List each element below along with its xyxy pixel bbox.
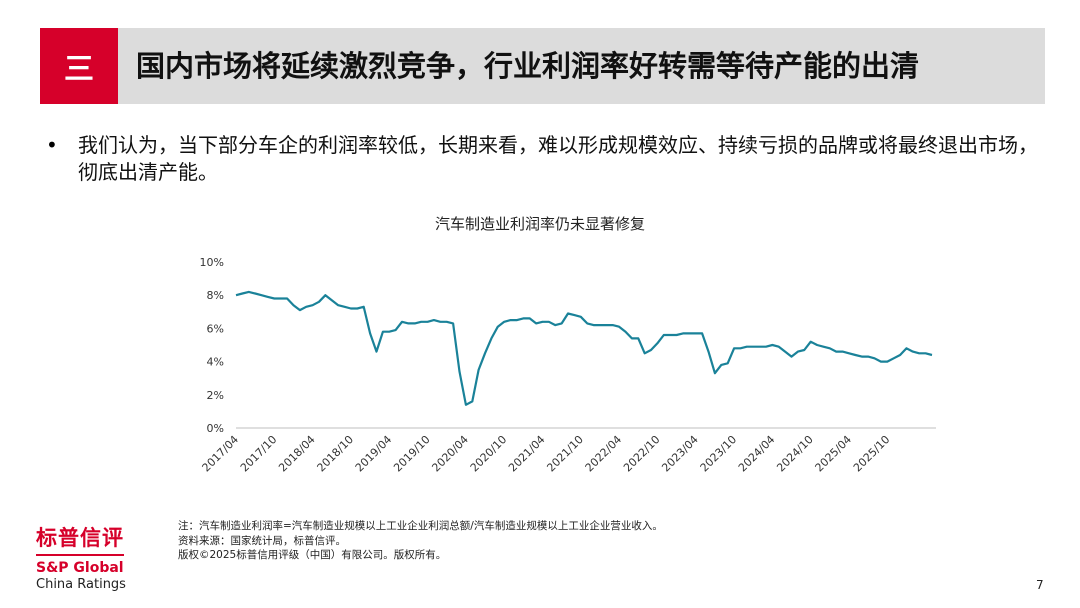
y-tick-label: 2% bbox=[207, 389, 224, 402]
x-tick-label: 2022/04 bbox=[583, 433, 625, 475]
y-tick-label: 0% bbox=[207, 422, 224, 435]
footnote-note: 注：汽车制造业利润率=汽车制造业规模以上工业企业利润总额/汽车制造业规模以上工业… bbox=[178, 520, 663, 532]
footnote-source: 资料来源：国家统计局，标普信评。 bbox=[178, 534, 346, 547]
x-tick-label: 2023/10 bbox=[698, 433, 740, 475]
x-tick-label: 2018/04 bbox=[276, 433, 318, 475]
x-tick-label: 2017/10 bbox=[238, 433, 280, 475]
x-tick-label: 2019/10 bbox=[391, 433, 433, 475]
x-tick-label: 2021/10 bbox=[544, 433, 586, 475]
company-logo: 标普信评 S&P Global China Ratings bbox=[36, 522, 126, 592]
bullet-text: 我们认为，当下部分车企的利润率较低，长期来看，难以形成规模效应、持续亏损的品牌或… bbox=[78, 133, 1038, 184]
x-tick-label: 2017/04 bbox=[200, 433, 242, 475]
x-tick-label: 2025/10 bbox=[851, 433, 893, 475]
x-tick-label: 2022/10 bbox=[621, 433, 663, 475]
x-tick-label: 2025/04 bbox=[813, 433, 855, 475]
footnote-copyright: 版权©2025标普信用评级（中国）有限公司。版权所有。 bbox=[178, 549, 447, 561]
logo-chinese-name: 标普信评 bbox=[36, 526, 124, 550]
bullet-dot-icon: • bbox=[46, 133, 58, 157]
profit-margin-series-line bbox=[235, 290, 933, 406]
chart-title: 汽车制造业利润率仍未显著修复 bbox=[434, 215, 645, 233]
x-tick-label: 2024/10 bbox=[774, 433, 816, 475]
x-tick-label: 2018/10 bbox=[315, 433, 357, 475]
page-number: 7 bbox=[1036, 578, 1044, 592]
page-title: 国内市场将延续激烈竞争，行业利润率好转需等待产能的出清 bbox=[136, 49, 920, 83]
y-tick-label: 8% bbox=[207, 289, 224, 302]
x-tick-label: 2021/04 bbox=[506, 433, 548, 475]
x-tick-label: 2020/10 bbox=[468, 433, 510, 475]
y-tick-label: 10% bbox=[200, 256, 224, 269]
logo-divider bbox=[36, 554, 124, 556]
x-tick-label: 2024/04 bbox=[736, 433, 778, 475]
logo-english-name: S&P Global bbox=[36, 560, 124, 576]
y-tick-label: 6% bbox=[207, 322, 224, 335]
x-tick-label: 2020/04 bbox=[429, 433, 471, 475]
footnote: 注：汽车制造业利润率=汽车制造业规模以上工业企业利润总额/汽车制造业规模以上工业… bbox=[178, 519, 663, 563]
x-tick-label: 2019/04 bbox=[353, 433, 395, 475]
x-tick-label: 2023/04 bbox=[659, 433, 701, 475]
logo-subtitle: China Ratings bbox=[36, 577, 126, 592]
title-banner: 三 国内市场将延续激烈竞争，行业利润率好转需等待产能的出清 bbox=[40, 28, 1045, 104]
section-number: 三 bbox=[40, 28, 118, 104]
y-tick-label: 4% bbox=[207, 356, 224, 369]
